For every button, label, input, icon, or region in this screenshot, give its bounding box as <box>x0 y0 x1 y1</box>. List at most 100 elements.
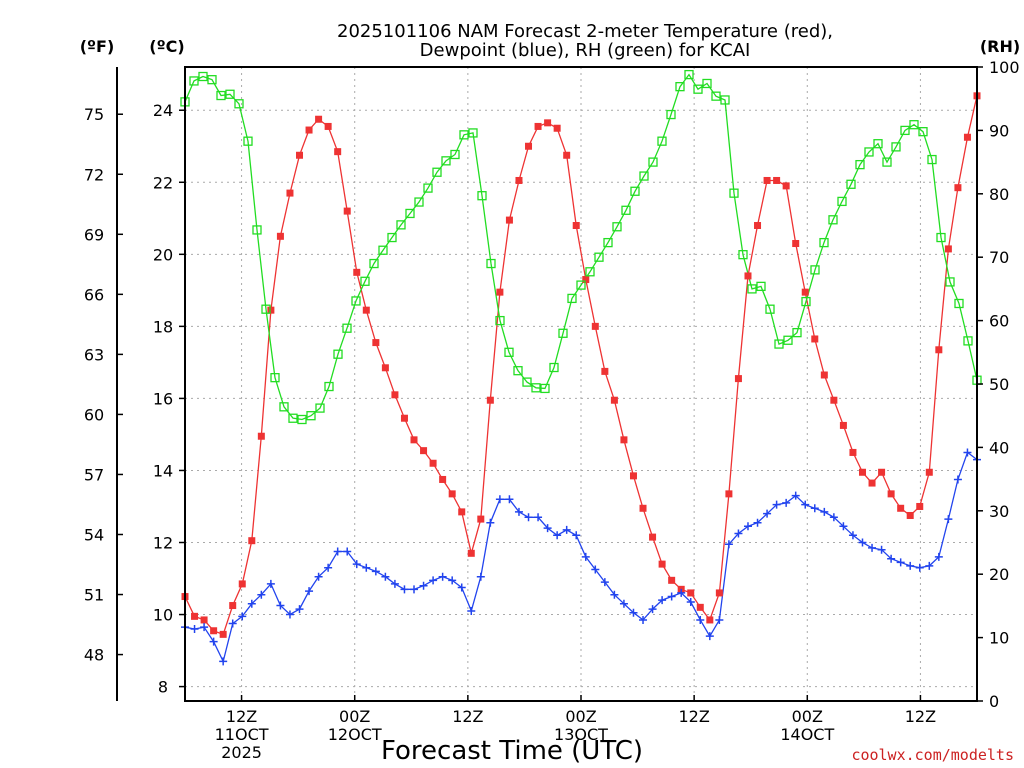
temperature-point <box>553 124 561 132</box>
rh-point <box>828 215 838 225</box>
rh-point <box>387 232 397 243</box>
rh-point <box>450 149 460 160</box>
temperature-point <box>687 589 695 597</box>
fahrenheit-unit-label: (ºF) <box>80 37 115 56</box>
temperature-point <box>830 396 838 404</box>
rh-point <box>756 281 766 292</box>
dewpoint-point <box>944 515 953 524</box>
dewpoint-point <box>295 605 304 614</box>
temperature-point <box>477 515 485 523</box>
temperature-point <box>219 630 227 638</box>
axis-ticks <box>117 66 983 702</box>
dewpoint-point <box>276 601 285 610</box>
temperature-point <box>267 306 275 314</box>
rh-point <box>243 136 253 146</box>
dewpoint-point <box>419 581 428 590</box>
celsius-tick-label: 24 <box>153 101 173 120</box>
temperature-point <box>763 176 771 184</box>
rh-point <box>666 109 676 120</box>
rh-point <box>540 383 550 394</box>
x-tick-label: 00Z <box>565 707 596 726</box>
temperature-point <box>696 603 704 611</box>
dewpoint-point <box>343 547 352 556</box>
temperature-point <box>544 119 552 127</box>
x-tick-label: 14OCT <box>780 725 834 744</box>
rh-point <box>873 139 883 149</box>
rh-point <box>702 78 712 89</box>
rh-point <box>324 381 334 392</box>
rh-point <box>297 414 307 425</box>
x-tick-label: 12Z <box>452 707 483 726</box>
temperature-point <box>620 436 628 444</box>
rh-point <box>936 232 946 243</box>
temperature-point <box>191 612 199 620</box>
dewpoint-point <box>572 531 581 540</box>
dewpoint-point <box>228 619 237 628</box>
temperature-point <box>572 222 580 229</box>
temperature-point <box>582 276 590 284</box>
dewpoint-point <box>352 560 361 569</box>
rh-point <box>234 99 244 109</box>
temperature-point <box>286 189 294 197</box>
rh-point <box>909 120 919 130</box>
dewpoint-point <box>925 561 934 570</box>
rh-point <box>855 159 865 170</box>
dewpoint-point <box>400 585 409 594</box>
rh-point <box>342 323 352 333</box>
rh-point <box>738 250 748 260</box>
rh-point <box>774 339 784 349</box>
temperature-point <box>400 414 408 422</box>
dewpoint-point <box>238 612 247 621</box>
dewpoint-point <box>839 522 848 531</box>
dewpoint-point <box>915 563 924 572</box>
rh-point <box>891 142 901 152</box>
temperature-point <box>944 245 952 253</box>
series-markers <box>180 69 982 666</box>
dewpoint-point <box>753 518 762 527</box>
temperature-point <box>897 504 905 512</box>
temperature-point <box>906 511 914 519</box>
dewpoint-point <box>791 491 800 500</box>
dewpoint-point <box>200 623 209 632</box>
dewpoint-point <box>896 558 905 567</box>
rh-point <box>252 225 262 235</box>
temperature-point <box>343 207 351 215</box>
fahrenheit-tick-label: 69 <box>84 225 104 244</box>
rh-point <box>918 127 928 137</box>
rh-point <box>657 136 667 146</box>
temperature-point <box>801 288 809 296</box>
rh-point <box>549 362 559 373</box>
rh-point <box>945 277 955 287</box>
temperature-point <box>610 396 618 404</box>
rh-point <box>837 196 847 207</box>
temperature-point <box>629 472 637 480</box>
dewpoint-point <box>953 475 962 484</box>
dewpoint-point <box>772 500 781 509</box>
dewpoint-point <box>934 552 943 561</box>
rh-point <box>819 237 829 248</box>
dewpoint-point <box>906 561 915 570</box>
temperature-point <box>229 602 237 610</box>
rh-point <box>531 383 541 393</box>
temperature-point <box>458 508 466 516</box>
rh-point <box>864 147 874 157</box>
rh-point <box>306 411 316 421</box>
fahrenheit-tick-label: 63 <box>84 345 104 364</box>
dewpoint-point <box>763 509 772 518</box>
rh-tick-label: 30 <box>989 502 1009 521</box>
temperature-point <box>248 537 256 545</box>
rh-point <box>396 220 406 230</box>
dewpoint-point <box>476 572 485 581</box>
rh-point <box>810 265 820 275</box>
rh-point <box>630 186 640 196</box>
rh-point <box>963 336 973 346</box>
dewpoint-point <box>305 587 314 596</box>
temperature-point <box>496 288 504 296</box>
x-tick-label: 12Z <box>678 707 709 726</box>
dewpoint-point <box>877 545 886 554</box>
temperature-point <box>601 367 609 375</box>
x-tick-label: 11OCT <box>215 725 269 744</box>
temperature-point <box>200 616 208 624</box>
rh-point <box>216 90 226 101</box>
